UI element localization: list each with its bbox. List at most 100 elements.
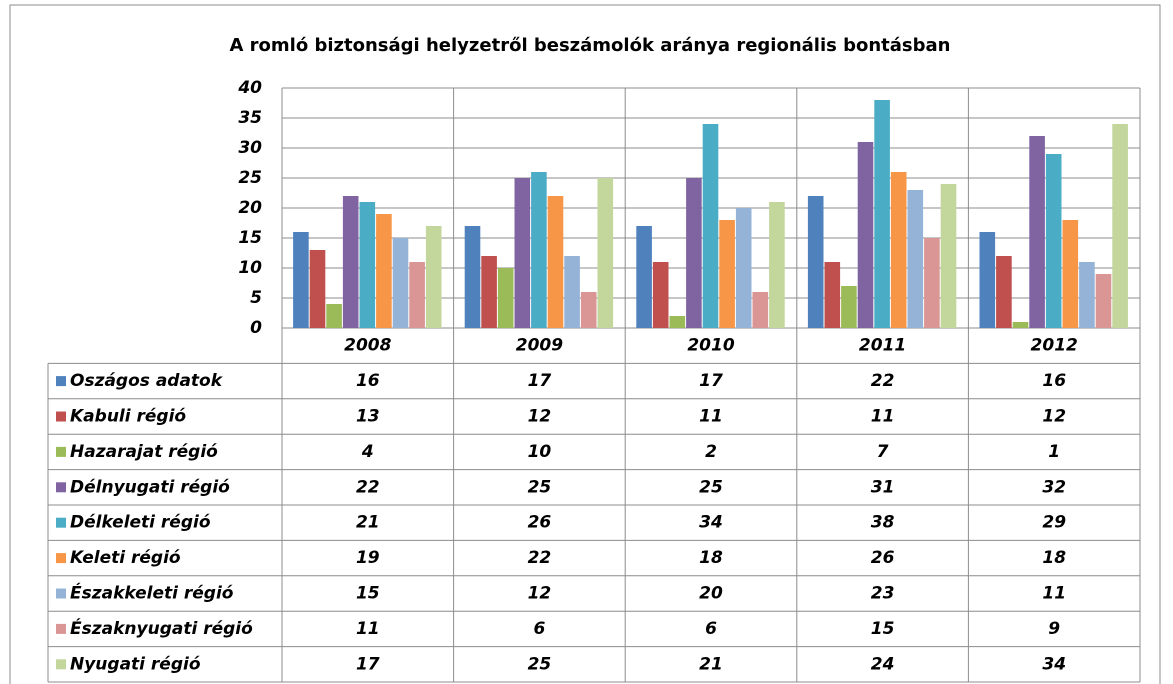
table-value: 21: [699, 654, 723, 674]
table-value: 23: [871, 584, 895, 604]
table-value: 2: [705, 442, 717, 462]
legend-swatch: [56, 517, 66, 528]
table-value: 1: [1048, 442, 1060, 462]
bar: [874, 100, 890, 328]
bar: [807, 196, 824, 328]
x-tick-label: 2010: [687, 336, 734, 356]
bar: [392, 238, 409, 328]
table-value: 11: [699, 407, 723, 427]
table-value: 7: [877, 442, 889, 462]
bar: [342, 196, 359, 328]
bar: [841, 286, 857, 328]
legend-label: Keleti régió: [70, 548, 181, 568]
bar: [376, 214, 392, 328]
table-value: 34: [1042, 654, 1066, 674]
legend-label: Nyugati régió: [70, 654, 201, 674]
table-value: 11: [871, 407, 895, 427]
bar: [752, 292, 769, 328]
table-value: 25: [528, 477, 552, 497]
table-value: 22: [871, 371, 895, 391]
table-value: 22: [528, 548, 552, 568]
legend-label: Délkeleti régió: [70, 513, 211, 533]
table-value: 9: [1048, 619, 1060, 639]
x-tick-label: 2011: [859, 336, 906, 356]
bar: [1079, 262, 1095, 328]
table-value: 17: [528, 371, 552, 391]
bar: [979, 232, 996, 328]
bar: [1012, 322, 1029, 328]
legend-label: Északnyugati régió: [70, 617, 253, 639]
bar: [824, 262, 841, 328]
bar: [769, 202, 785, 328]
bar: [1045, 154, 1062, 328]
bar: [907, 190, 924, 328]
bar: [564, 256, 580, 328]
table-value: 31: [871, 477, 895, 497]
table-value: 18: [699, 548, 723, 568]
table-value: 11: [1042, 584, 1066, 604]
bar: [409, 262, 425, 328]
legend-label: Kabuli régió: [70, 407, 186, 427]
y-tick-label: 40: [237, 78, 262, 98]
table-value: 4: [361, 442, 374, 462]
table-value: 18: [1042, 548, 1066, 568]
table-value: 21: [356, 513, 380, 533]
bar: [857, 142, 874, 328]
bar: [481, 256, 497, 328]
bar: [293, 232, 309, 328]
table-value: 16: [356, 371, 380, 391]
bar: [702, 124, 719, 328]
y-tick-label: 15: [238, 228, 262, 248]
legend-swatch: [56, 376, 66, 387]
bar: [652, 262, 669, 328]
bar: [735, 208, 752, 328]
bar: [1029, 136, 1045, 328]
bar: [326, 304, 342, 328]
chart-frame: [9, 4, 1161, 684]
legend-swatch: [56, 623, 66, 634]
table-value: 15: [356, 584, 380, 604]
legend-label: Hazarajat régió: [70, 442, 218, 462]
x-tick-label: 2009: [516, 336, 563, 356]
table-value: 16: [1042, 371, 1066, 391]
table-value: 25: [528, 654, 552, 674]
table-value: 12: [1042, 407, 1066, 427]
table-value: 26: [871, 548, 895, 568]
bar: [464, 226, 481, 328]
legend-swatch: [56, 482, 66, 493]
table-value: 13: [356, 407, 380, 427]
bar: [1112, 124, 1128, 328]
bar: [686, 178, 702, 328]
bar: [531, 172, 547, 328]
y-tick-label: 25: [238, 168, 262, 188]
bar: [425, 226, 442, 328]
table-value: 22: [356, 477, 380, 497]
legend-swatch: [56, 659, 66, 670]
table-value: 29: [1042, 513, 1066, 533]
bar: [547, 196, 564, 328]
table-value: 34: [699, 513, 723, 533]
legend-label: Oszágos adatok: [70, 371, 224, 391]
legend-label: Északkeleti régió: [70, 582, 234, 604]
table-value: 6: [533, 619, 545, 639]
table-value: 17: [356, 654, 380, 674]
table-value: 19: [356, 548, 380, 568]
legend-swatch: [56, 411, 66, 422]
table-value: 17: [699, 371, 723, 391]
table-value: 12: [528, 407, 552, 427]
bar: [514, 178, 531, 328]
table-value: 38: [871, 513, 895, 533]
bar: [580, 292, 597, 328]
table-value: 15: [871, 619, 895, 639]
x-tick-label: 2008: [344, 336, 391, 356]
table-value: 11: [356, 619, 380, 639]
bar: [1095, 274, 1112, 328]
bar: [890, 172, 907, 328]
bar: [597, 178, 614, 328]
table-value: 25: [699, 477, 723, 497]
table-value: 12: [528, 584, 552, 604]
y-tick-label: 0: [250, 318, 262, 338]
bar: [359, 202, 376, 328]
y-tick-label: 5: [250, 288, 262, 308]
bar: [636, 226, 652, 328]
